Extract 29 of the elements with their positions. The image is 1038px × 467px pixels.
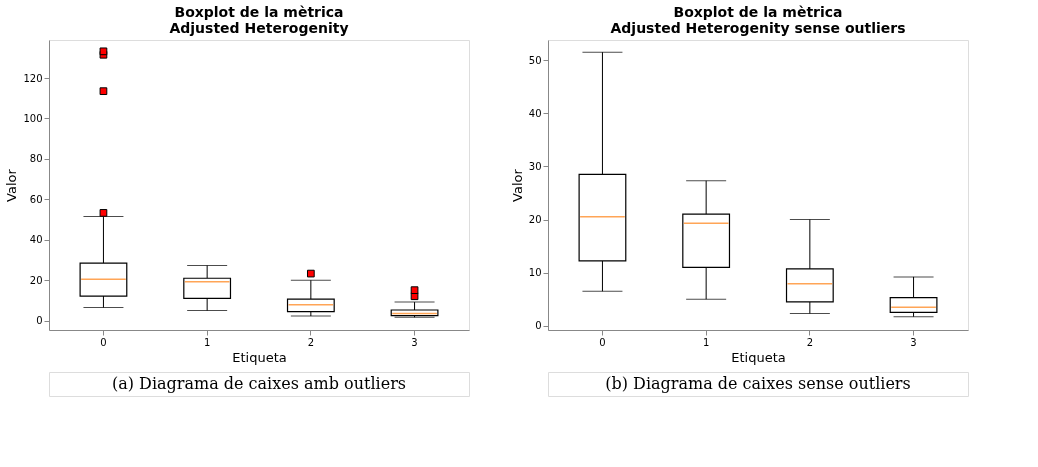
y-tick-label: 100 bbox=[23, 112, 43, 124]
y-tick-label: 20 bbox=[528, 214, 542, 226]
x-tick-label: 2 bbox=[307, 336, 315, 348]
y-tick-label: 40 bbox=[29, 234, 43, 246]
y-axis-title: Valor bbox=[509, 168, 525, 202]
y-tick-label: 120 bbox=[23, 72, 43, 84]
chart-title: Boxplot de la mètrica Adjusted Heterogenity sense outliers bbox=[610, 4, 906, 36]
y-tick-label: 60 bbox=[29, 193, 43, 205]
y-tick-label: 0 bbox=[535, 320, 542, 332]
x-tick-label: 3 bbox=[910, 336, 917, 348]
x-tick-label: 1 bbox=[203, 336, 211, 348]
y-tick-label: 0 bbox=[36, 315, 43, 327]
y-tick-label: 80 bbox=[29, 153, 43, 165]
chart-title: Boxplot de la mètrica Adjusted Heterogenity bbox=[169, 4, 349, 36]
y-tick-label: 50 bbox=[528, 54, 542, 66]
text: (b) Diagrama de caixes sense outliers bbox=[605, 374, 911, 393]
y-axis-title: Valor bbox=[4, 168, 20, 202]
x-tick-label: 0 bbox=[100, 336, 107, 348]
x-tick-label: 1 bbox=[702, 336, 710, 348]
x-axis-title: Etiqueta bbox=[731, 349, 786, 365]
y-tick-label: 40 bbox=[528, 107, 542, 119]
y-tick-label: 20 bbox=[29, 274, 43, 286]
x-tick-label: 3 bbox=[411, 336, 418, 348]
y-tick-label: 10 bbox=[528, 267, 542, 279]
x-tick-label: 2 bbox=[806, 336, 814, 348]
y-tick-label: 30 bbox=[528, 160, 542, 172]
x-axis-title: Etiqueta bbox=[232, 349, 287, 365]
x-tick-label: 0 bbox=[599, 336, 606, 348]
text: (a) Diagrama de caixes amb outliers bbox=[112, 374, 406, 393]
